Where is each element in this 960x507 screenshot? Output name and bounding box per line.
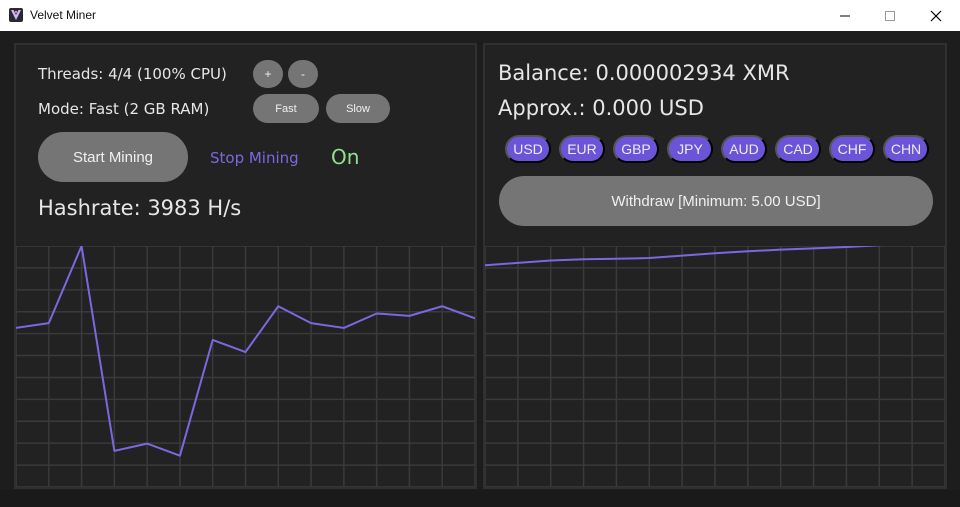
thread-increase-button[interactable]: +	[253, 60, 283, 88]
window-title: Velvet Miner	[30, 8, 97, 22]
approx-value-label: Approx.: 0.000 USD	[498, 96, 704, 120]
withdraw-button[interactable]: Withdraw [Minimum: 5.00 USD]	[499, 176, 933, 226]
mining-panel: Threads: 4/4 (100% CPU) + - Mode: Fast (…	[14, 43, 477, 489]
currency-chf-button[interactable]: CHF	[829, 135, 875, 163]
close-button[interactable]	[913, 0, 959, 31]
currency-chn-button[interactable]: CHN	[883, 135, 929, 163]
mode-label: Mode: Fast (2 GB RAM)	[38, 100, 210, 118]
currency-cad-button[interactable]: CAD	[775, 135, 821, 163]
console-strip	[0, 490, 960, 507]
fast-mode-button[interactable]: Fast	[253, 94, 319, 123]
currency-aud-button[interactable]: AUD	[721, 135, 767, 163]
currency-eur-button[interactable]: EUR	[559, 135, 605, 163]
thread-decrease-button[interactable]: -	[288, 60, 318, 88]
app-logo-icon	[9, 8, 23, 22]
wallet-panel: Balance: 0.000002934 XMR Approx.: 0.000 …	[483, 43, 947, 489]
mining-status: On	[331, 145, 360, 169]
maximize-button[interactable]	[867, 0, 913, 31]
hashrate-label: Hashrate: 3983 H/s	[38, 196, 242, 220]
title-bar: Velvet Miner	[0, 0, 960, 31]
currency-jpy-button[interactable]: JPY	[667, 135, 713, 163]
hashrate-chart	[16, 246, 475, 487]
balance-label: Balance: 0.000002934 XMR	[498, 61, 790, 85]
start-mining-button[interactable]: Start Mining	[38, 132, 188, 182]
minimize-button[interactable]	[822, 0, 868, 31]
threads-label: Threads: 4/4 (100% CPU)	[38, 65, 227, 83]
main-content: Threads: 4/4 (100% CPU) + - Mode: Fast (…	[0, 31, 960, 507]
slow-mode-button[interactable]: Slow	[326, 94, 390, 123]
currency-usd-button[interactable]: USD	[505, 135, 551, 163]
balance-chart	[485, 246, 945, 487]
currency-gbp-button[interactable]: GBP	[613, 135, 659, 163]
stop-mining-button[interactable]: Stop Mining	[210, 149, 299, 167]
